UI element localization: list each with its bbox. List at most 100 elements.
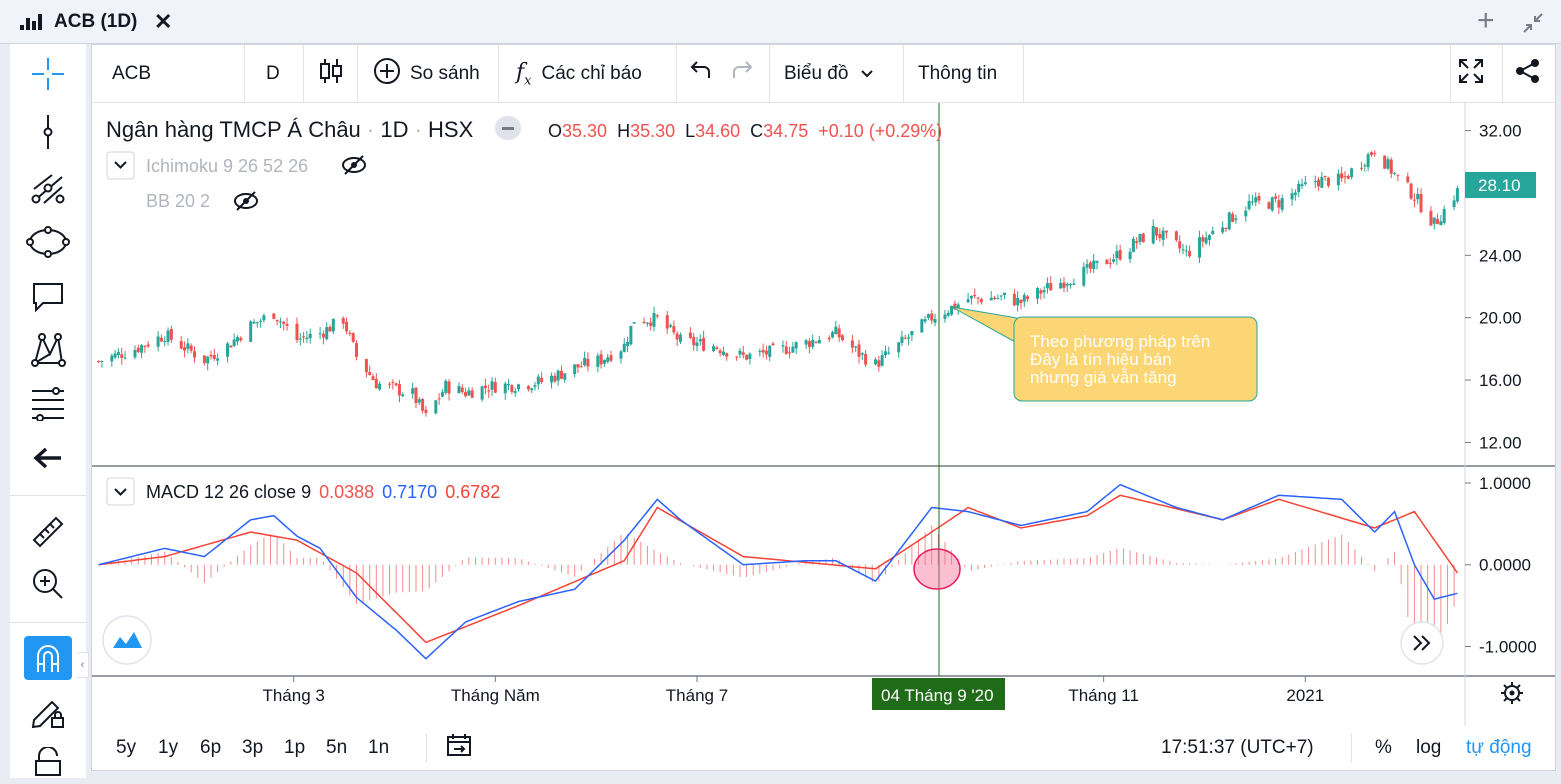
- callout-icon[interactable]: [24, 275, 72, 319]
- candle: [252, 319, 256, 325]
- fullscreen-button[interactable]: [1458, 45, 1484, 103]
- time-axis[interactable]: Tháng 3 Tháng Năm Tháng 7 Tháng 11 2021: [262, 676, 1324, 705]
- scroll-to-realtime-button[interactable]: [1400, 621, 1444, 665]
- annotation-line-3: nhưng giá vẫn tăng: [1030, 368, 1177, 387]
- interval-label: D: [266, 63, 280, 84]
- close-tab-icon[interactable]: ✕: [154, 9, 173, 34]
- candle: [295, 317, 299, 344]
- toolbar-collapse-handle[interactable]: ‹: [77, 652, 89, 678]
- auto-scale-toggle[interactable]: tự động: [1466, 737, 1532, 758]
- interval-button[interactable]: D: [266, 45, 280, 103]
- pitchfork-icon[interactable]: [24, 166, 72, 210]
- percent-toggle[interactable]: %: [1375, 737, 1392, 758]
- xabcd-pattern-icon[interactable]: [24, 328, 72, 372]
- price-axis[interactable]: 32.00 24.00 20.00 16.00 12.00 1.0000 0.0000 -1.…: [1465, 122, 1537, 657]
- candle: [1290, 188, 1294, 206]
- candle: [328, 324, 332, 332]
- chart-settings-icon[interactable]: [1501, 682, 1523, 704]
- candle: [930, 309, 934, 325]
- candle: [579, 361, 583, 368]
- candle: [619, 349, 623, 364]
- candle: [206, 355, 210, 371]
- range-button-3p[interactable]: 3p: [242, 737, 264, 758]
- ruler-icon[interactable]: [24, 510, 72, 554]
- candle: [275, 319, 279, 326]
- goto-date-button[interactable]: [446, 726, 472, 770]
- info-button[interactable]: Thông tin: [918, 45, 997, 103]
- collapse-window-icon[interactable]: [1521, 11, 1545, 40]
- candle: [516, 383, 520, 392]
- add-tab-icon[interactable]: +: [1477, 4, 1495, 37]
- candle: [1059, 278, 1063, 289]
- trend-line-icon[interactable]: [24, 110, 72, 154]
- price-chart[interactable]: Theo phương pháp trên Đây là tín hiệu bá…: [92, 103, 1555, 726]
- redo-icon: [732, 61, 754, 87]
- undo-button[interactable]: [689, 45, 711, 103]
- annotation-box[interactable]: [1013, 316, 1258, 402]
- candle: [788, 346, 792, 359]
- candle: [1178, 235, 1182, 254]
- candle: [1039, 288, 1043, 300]
- chart-type-dropdown[interactable]: Biểu đồ: [784, 45, 874, 103]
- magnet-icon[interactable]: [24, 636, 72, 680]
- redo-button[interactable]: [732, 45, 754, 103]
- ichimoku-toggle[interactable]: [106, 151, 135, 180]
- range-button-1n[interactable]: 1n: [368, 737, 390, 758]
- candle: [1280, 194, 1284, 213]
- candle: [910, 330, 914, 342]
- crosshair-icon[interactable]: [24, 52, 72, 96]
- range-button-6p[interactable]: 6p: [200, 737, 222, 758]
- hidden-eye-icon[interactable]: [234, 191, 258, 211]
- range-button-1y[interactable]: 1y: [158, 737, 179, 758]
- candle: [414, 386, 418, 409]
- signal-line: [98, 494, 1459, 644]
- ellipse-icon[interactable]: [24, 220, 72, 264]
- compare-button[interactable]: So sánh: [373, 45, 480, 103]
- info-label: Thông tin: [918, 63, 998, 84]
- tradingview-logo[interactable]: [102, 615, 152, 665]
- bottom-toolbar: 17:51:37 (UTC+7) % log tự động 5y 1y 6p 3p 1…: [92, 726, 1555, 770]
- hidden-eye-icon[interactable]: [342, 155, 366, 175]
- candle: [1323, 175, 1327, 181]
- candle: [979, 297, 983, 305]
- candle: [920, 318, 924, 333]
- candle: [1257, 192, 1261, 205]
- drawing-toolbar: [10, 44, 86, 778]
- candle: [831, 330, 835, 339]
- fib-retracement-icon[interactable]: [24, 382, 72, 426]
- crosshair-date-tag: [872, 678, 1005, 710]
- candle: [212, 348, 216, 361]
- bb-label: BB 20 2: [146, 191, 210, 211]
- candle: [817, 335, 821, 344]
- candle: [97, 360, 101, 364]
- candle: [302, 331, 306, 343]
- candle: [1313, 175, 1317, 189]
- candle-style-button[interactable]: [318, 45, 344, 103]
- candle: [278, 317, 282, 329]
- back-arrow-icon[interactable]: [24, 436, 72, 480]
- candle: [113, 349, 117, 360]
- candle: [900, 330, 904, 346]
- share-button[interactable]: [1515, 45, 1541, 103]
- chart-type-label: Biểu đồ: [784, 63, 849, 84]
- range-button-5n[interactable]: 5n: [326, 737, 348, 758]
- candle: [421, 398, 425, 414]
- candle: [1343, 171, 1347, 184]
- lock-icon[interactable]: [24, 740, 72, 784]
- candle: [1161, 227, 1165, 247]
- range-button-5y[interactable]: 5y: [116, 737, 137, 758]
- candle: [923, 315, 927, 324]
- candle: [735, 356, 739, 361]
- highlight-circle[interactable]: [913, 548, 961, 590]
- candle: [444, 379, 448, 395]
- logo-icon: [113, 632, 142, 648]
- macd-toggle[interactable]: [106, 477, 135, 506]
- candle: [533, 381, 537, 391]
- range-button-1p[interactable]: 1p: [284, 737, 306, 758]
- indicators-button[interactable]: fx Các chỉ báo: [516, 45, 642, 103]
- log-toggle[interactable]: log: [1416, 737, 1442, 758]
- pencil-lock-icon[interactable]: [24, 690, 72, 734]
- zoom-in-icon[interactable]: [24, 562, 72, 606]
- symbol-search-button[interactable]: ACB: [112, 45, 151, 103]
- candle: [907, 333, 911, 346]
